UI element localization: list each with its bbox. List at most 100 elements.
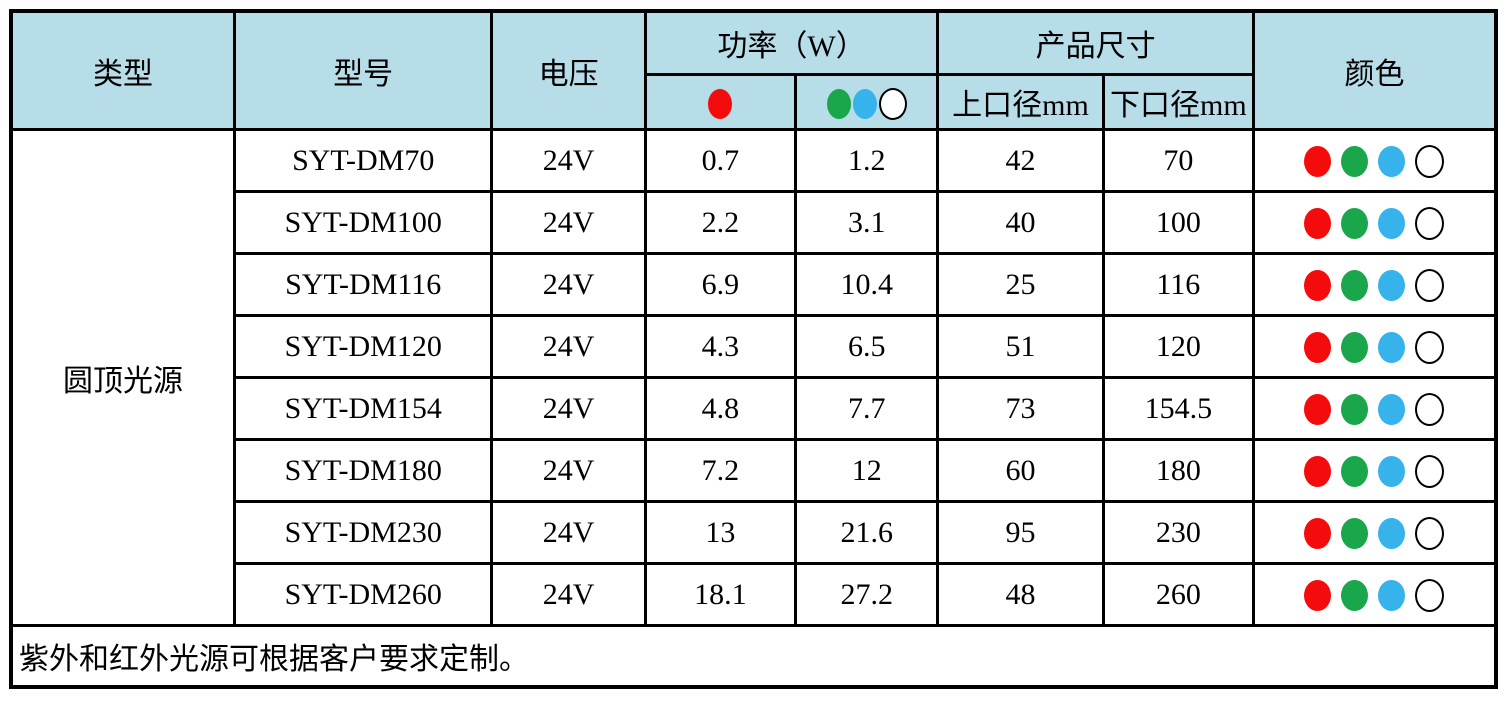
white-dot-icon (1415, 331, 1445, 365)
cell-colors (1251, 190, 1498, 255)
green-dot-icon (1341, 394, 1369, 426)
red-dot-icon (1304, 580, 1332, 612)
green-dot-icon (1341, 456, 1369, 488)
cell-colors (1251, 128, 1498, 193)
cell-voltage: 24V (490, 376, 647, 441)
cell-top-diameter: 42 (936, 128, 1105, 193)
cell-bottom-diameter: 154.5 (1101, 376, 1255, 441)
cell-top-diameter: 60 (936, 438, 1105, 503)
cell-model: SYT-DM116 (232, 252, 494, 317)
cell-model: SYT-DM70 (232, 128, 494, 193)
blue-dot-icon (852, 88, 877, 119)
cell-top-diameter: 95 (936, 500, 1105, 565)
header-power-red (643, 73, 798, 131)
cell-colors (1251, 438, 1498, 503)
cell-colors (1251, 252, 1498, 317)
cell-voltage: 24V (490, 438, 647, 503)
red-dot-icon (1304, 518, 1332, 550)
cell-power-gbw: 21.6 (794, 500, 940, 565)
header-power-gbw (794, 73, 940, 131)
white-dot-icon (1415, 455, 1445, 489)
cell-model: SYT-DM120 (232, 314, 494, 379)
table-row: 圆顶光源 SYT-DM70 24V 0.7 1.2 42 70 (9, 128, 1498, 627)
red-dot-icon (708, 89, 733, 120)
cell-voltage: 24V (490, 190, 647, 255)
red-dot-icon (1304, 332, 1332, 364)
white-dot-icon (1415, 207, 1445, 241)
cell-model: SYT-DM230 (232, 500, 494, 565)
cell-top-diameter: 51 (936, 314, 1105, 379)
cell-top-diameter: 40 (936, 190, 1105, 255)
header-size-group: 产品尺寸 (936, 9, 1255, 76)
cell-power-gbw: 7.7 (794, 376, 940, 441)
cell-colors (1251, 562, 1498, 627)
blue-dot-icon (1378, 332, 1406, 364)
table-row: SYT-DM180 24V 7.2 12 60 180 (11, 438, 1498, 503)
green-dot-icon (1341, 146, 1369, 178)
cell-power-red: 4.3 (643, 314, 798, 379)
cell-bottom-diameter: 120 (1101, 314, 1255, 379)
table-row: SYT-DM100 24V 2.2 3.1 40 100 (11, 190, 1498, 255)
cell-voltage: 24V (490, 128, 647, 193)
cell-colors (1251, 314, 1498, 379)
table-row: SYT-DM120 24V 4.3 6.5 51 120 (11, 314, 1498, 379)
blue-dot-icon (1378, 146, 1406, 178)
cell-model: SYT-DM180 (232, 438, 494, 503)
cell-power-gbw: 10.4 (794, 252, 940, 317)
cell-top-diameter: 48 (936, 562, 1105, 627)
cell-bottom-diameter: 260 (1101, 562, 1255, 627)
blue-dot-icon (1378, 580, 1406, 612)
cell-voltage: 24V (490, 314, 647, 379)
footer-note: 紫外和红外光源可根据客户要求定制。 (9, 624, 1498, 689)
cell-power-red: 0.7 (643, 128, 798, 193)
blue-dot-icon (1378, 270, 1406, 302)
cell-bottom-diameter: 230 (1101, 500, 1255, 565)
cell-voltage: 24V (490, 500, 647, 565)
table-row: SYT-DM154 24V 4.8 7.7 73 154.5 (11, 376, 1498, 441)
white-dot-icon (1415, 579, 1445, 613)
header-model: 型号 (232, 9, 494, 131)
header-color: 颜色 (1251, 9, 1498, 131)
cell-power-red: 6.9 (643, 252, 798, 317)
cell-colors (1251, 500, 1498, 565)
white-dot-icon (1415, 269, 1445, 303)
dome-light-spec-table: 类型 型号 电压 功率（W） 产品尺寸 颜色 上口径mm 下口径mm 圆顶光源 (9, 9, 1498, 689)
table-row: SYT-DM230 24V 13 21.6 95 230 (11, 500, 1498, 565)
table-row: SYT-DM116 24V 6.9 10.4 25 116 (11, 252, 1498, 317)
cell-bottom-diameter: 116 (1101, 252, 1255, 317)
cell-power-red: 18.1 (643, 562, 798, 627)
blue-dot-icon (1378, 456, 1406, 488)
blue-dot-icon (1378, 208, 1406, 240)
blue-dot-icon (1378, 518, 1406, 550)
white-dot-icon (1415, 517, 1445, 551)
cell-model: SYT-DM154 (232, 376, 494, 441)
cell-power-gbw: 3.1 (794, 190, 940, 255)
cell-power-gbw: 27.2 (794, 562, 940, 627)
cell-power-gbw: 6.5 (794, 314, 940, 379)
cell-model: SYT-DM260 (232, 562, 494, 627)
green-dot-icon (826, 88, 851, 119)
white-dot-icon (1415, 145, 1445, 179)
green-dot-icon (1341, 270, 1369, 302)
header-power-group: 功率（W） (643, 9, 940, 76)
green-dot-icon (1341, 332, 1369, 364)
header-type: 类型 (9, 9, 236, 131)
red-dot-icon (1304, 394, 1332, 426)
cell-power-red: 2.2 (643, 190, 798, 255)
green-dot-icon (1341, 208, 1369, 240)
header-voltage: 电压 (490, 9, 647, 131)
red-dot-icon (1304, 456, 1332, 488)
blue-dot-icon (1378, 394, 1406, 426)
table-row: 紫外和红外光源可根据客户要求定制。 (9, 624, 1498, 689)
cell-bottom-diameter: 70 (1101, 128, 1255, 193)
cell-power-gbw: 1.2 (794, 128, 940, 193)
header-bottom-diameter: 下口径mm (1101, 73, 1255, 131)
table-row: SYT-DM260 24V 18.1 27.2 48 260 (11, 562, 1498, 627)
cell-bottom-diameter: 100 (1101, 190, 1255, 255)
cell-voltage: 24V (490, 252, 647, 317)
white-dot-icon (878, 87, 907, 120)
cell-power-gbw: 12 (794, 438, 940, 503)
cell-voltage: 24V (490, 562, 647, 627)
red-dot-icon (1304, 208, 1332, 240)
